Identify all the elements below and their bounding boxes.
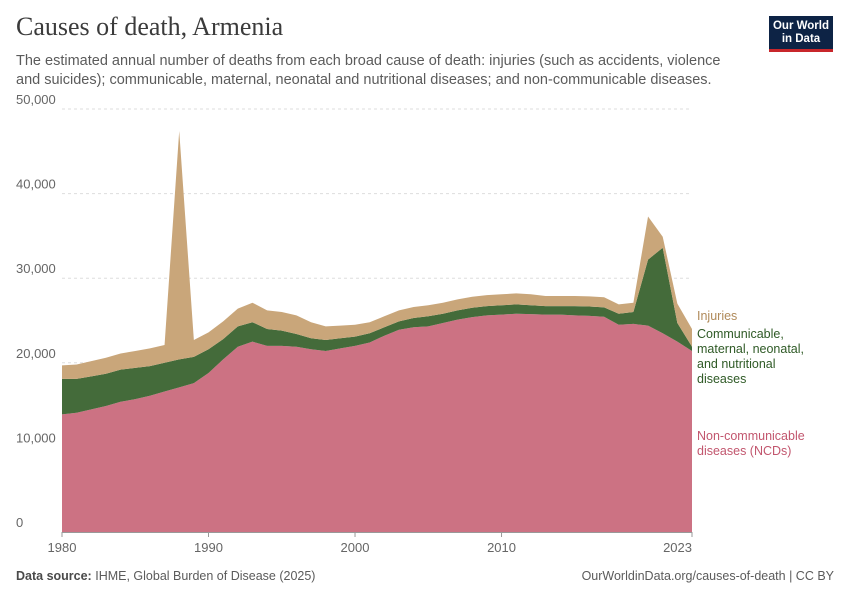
data-source-label: Data source:: [16, 569, 92, 583]
y-axis: 0 10,000 20,000 30,000 40,000 50,000: [16, 92, 56, 530]
legend-label-communicable: Communicable,: [697, 327, 784, 341]
x-tick-label: 2000: [341, 540, 370, 555]
y-tick-label: 0: [16, 515, 23, 530]
logo-line-2: in Data: [781, 33, 821, 45]
x-tick-label: 2010: [487, 540, 516, 555]
chart-subtitle: The estimated annual number of deaths fr…: [16, 53, 721, 88]
y-tick-label: 20,000: [16, 346, 56, 361]
area-series: [62, 131, 692, 532]
data-source: Data source: IHME, Global Burden of Dise…: [16, 569, 315, 583]
source-url[interactable]: OurWorldinData.org/causes-of-death | CC …: [581, 569, 834, 583]
logo-line-1: Our World: [772, 20, 829, 32]
data-source-link[interactable]: IHME, Global Burden of Disease (2025): [95, 569, 316, 583]
x-tick-label: 2023: [663, 540, 692, 555]
legend-label-ncd: Non-communicable: [697, 429, 805, 443]
y-tick-label: 10,000: [16, 430, 56, 445]
x-axis: 1980 1990 2000 2010 2023: [48, 532, 693, 555]
x-tick-label: 1980: [48, 540, 77, 555]
legend-label-communicable: maternal, neonatal,: [697, 342, 804, 356]
x-tick-label: 1990: [194, 540, 223, 555]
area-communicable[interactable]: [62, 247, 692, 415]
y-tick-label: 40,000: [16, 177, 56, 192]
legend-label-communicable: diseases: [697, 372, 746, 386]
owid-logo[interactable]: Our World in Data: [769, 16, 833, 52]
legend-label-injuries: Injuries: [697, 309, 737, 323]
legend-label-ncd: diseases (NCDs): [697, 444, 791, 458]
area-injuries[interactable]: [62, 131, 692, 379]
y-tick-label: 50,000: [16, 92, 56, 107]
chart-title: Causes of death, Armenia: [16, 12, 284, 41]
legend-label-communicable: and nutritional: [697, 357, 776, 371]
area-ncd[interactable]: [62, 313, 692, 532]
y-tick-label: 30,000: [16, 261, 56, 276]
